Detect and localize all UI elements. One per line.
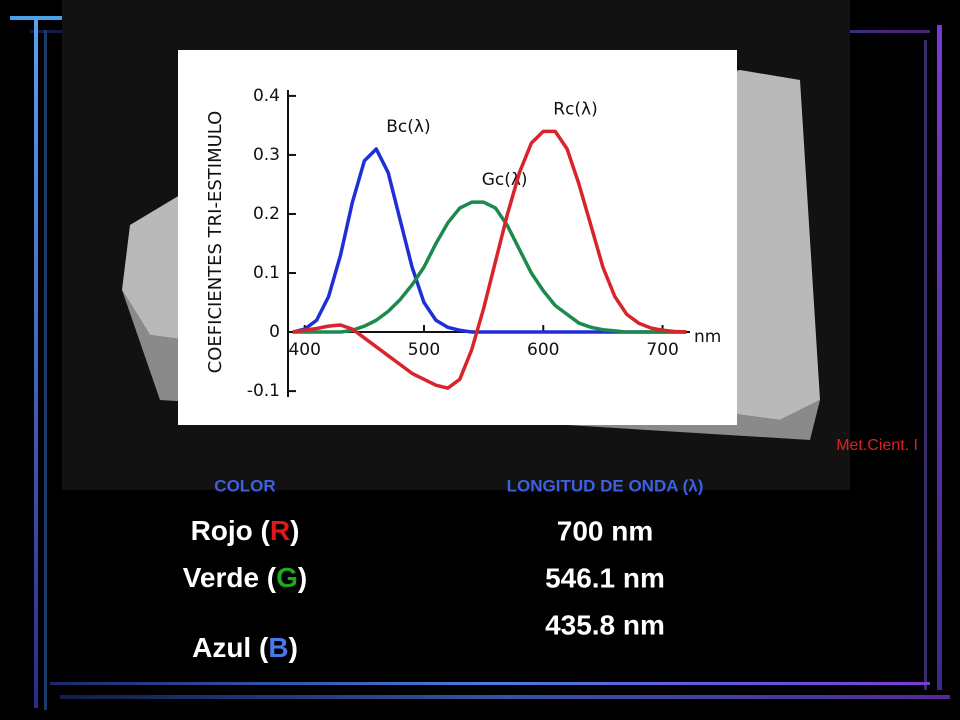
color-letter: G <box>276 562 298 593</box>
series-label: Bc(λ) <box>386 117 430 137</box>
color-name-text: Verde ( <box>183 562 277 593</box>
y-tick-label: 0.1 <box>253 263 280 283</box>
color-name-text: Rojo ( <box>191 515 271 546</box>
color-name-text: ) <box>289 632 298 663</box>
table-header: LONGITUD DE ONDA (λ) <box>507 476 704 495</box>
x-tick-label: 700 <box>646 340 678 360</box>
color-name: Rojo (R) <box>191 515 300 546</box>
x-tick-label: 600 <box>527 340 559 360</box>
color-name: Azul (B) <box>192 632 298 663</box>
footer-label: Met.Cient. I <box>836 437 918 454</box>
x-tick-label: 500 <box>408 340 440 360</box>
series-line <box>292 129 687 390</box>
wavelength: 700 nm <box>557 515 654 546</box>
y-tick-label: 0.4 <box>253 86 280 106</box>
color-name-text: ) <box>290 515 299 546</box>
color-name: Verde (G) <box>183 562 308 593</box>
color-name-text: Azul ( <box>192 632 269 663</box>
y-tick-label: -0.1 <box>247 381 280 401</box>
wavelength: 546.1 nm <box>545 562 665 593</box>
color-letter: R <box>270 515 290 546</box>
table-header: COLOR <box>214 476 275 495</box>
y-tick-label: 0.2 <box>253 204 280 224</box>
y-tick-label: 0.3 <box>253 145 280 165</box>
chart: COEFICIENTES TRI-ESTIMULO nm -0.1 0 0.1 0.2… <box>205 86 721 401</box>
wavelength: 435.8 nm <box>545 609 665 640</box>
color-name-text: ) <box>298 562 307 593</box>
series-label: Rc(λ) <box>553 99 597 119</box>
series-line <box>292 200 687 334</box>
chart-image <box>178 50 737 425</box>
x-tick-label: 400 <box>288 340 320 360</box>
color-letter: B <box>268 632 288 663</box>
x-axis-label: nm <box>694 327 721 347</box>
y-tick-label: 0 <box>269 322 280 342</box>
y-axis-label: COEFICIENTES TRI-ESTIMULO <box>205 111 226 374</box>
